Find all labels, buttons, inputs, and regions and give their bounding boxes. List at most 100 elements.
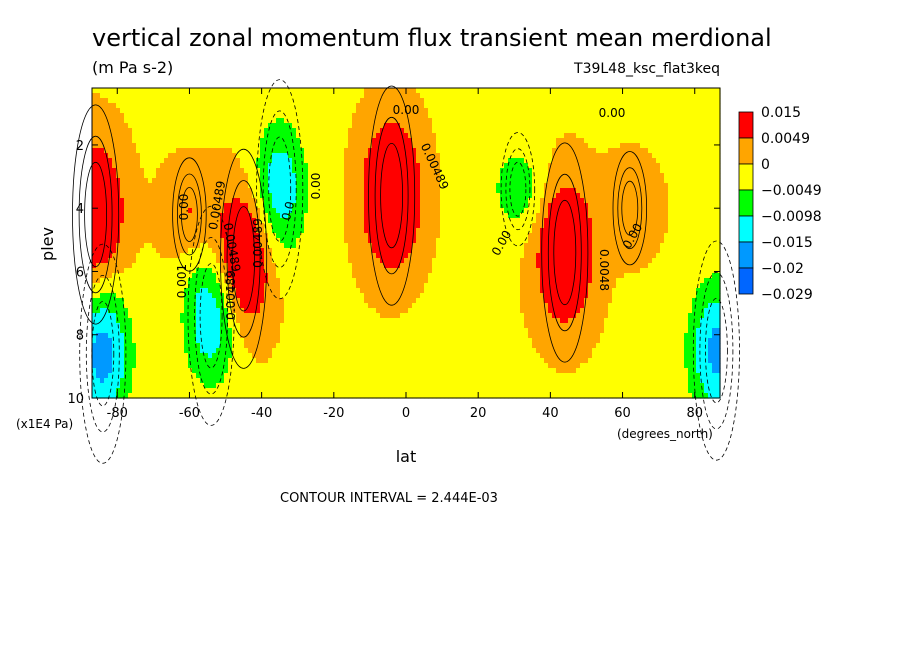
heatmap-cell xyxy=(248,193,253,199)
heatmap-cell xyxy=(396,143,401,149)
heatmap-cell xyxy=(240,288,245,294)
heatmap-cell xyxy=(328,313,333,319)
heatmap-cell xyxy=(268,198,273,204)
heatmap-cell xyxy=(392,328,397,334)
heatmap-cell xyxy=(360,383,365,389)
heatmap-cell xyxy=(376,338,381,344)
heatmap-cell xyxy=(352,183,357,189)
heatmap-cell xyxy=(192,238,197,244)
heatmap-cell xyxy=(204,313,209,319)
heatmap-cell xyxy=(288,208,293,214)
heatmap-cell xyxy=(140,283,145,289)
heatmap-cell xyxy=(352,143,357,149)
heatmap-cell xyxy=(96,208,101,214)
heatmap-cell xyxy=(324,238,329,244)
heatmap-cell xyxy=(404,388,409,394)
heatmap-cell xyxy=(140,298,145,304)
heatmap-cell xyxy=(352,103,357,109)
heatmap-cell xyxy=(264,163,269,169)
heatmap-cell xyxy=(268,248,273,254)
heatmap-cell xyxy=(160,378,165,384)
heatmap-cell xyxy=(188,378,193,384)
heatmap-cell xyxy=(124,183,129,189)
heatmap-cell xyxy=(232,348,237,354)
heatmap-cell xyxy=(196,203,201,209)
heatmap-cell xyxy=(128,248,133,254)
heatmap-cell xyxy=(200,113,205,119)
heatmap-cell xyxy=(224,288,229,294)
heatmap-cell xyxy=(196,143,201,149)
heatmap-cell xyxy=(132,338,137,344)
heatmap-cell xyxy=(376,108,381,114)
heatmap-cell xyxy=(392,273,397,279)
heatmap-cell xyxy=(200,233,205,239)
heatmap-cell xyxy=(304,183,309,189)
heatmap-cell xyxy=(124,208,129,214)
heatmap-cell xyxy=(376,233,381,239)
heatmap-cell xyxy=(168,298,173,304)
heatmap-cell xyxy=(336,178,341,184)
heatmap-cell xyxy=(384,128,389,134)
heatmap-cell xyxy=(308,188,313,194)
heatmap-cell xyxy=(168,173,173,179)
heatmap-cell xyxy=(320,213,325,219)
heatmap-cell xyxy=(188,333,193,339)
heatmap-cell xyxy=(268,188,273,194)
heatmap-cell xyxy=(260,168,265,174)
heatmap-cell xyxy=(132,343,137,349)
heatmap-cell xyxy=(336,298,341,304)
heatmap-cell xyxy=(324,108,329,114)
heatmap-cell xyxy=(328,143,333,149)
heatmap-cell xyxy=(160,283,165,289)
heatmap-cell xyxy=(408,288,413,294)
heatmap-cell xyxy=(164,333,169,339)
heatmap-cell xyxy=(116,263,121,269)
heatmap-cell xyxy=(376,328,381,334)
heatmap-cell xyxy=(244,363,249,369)
heatmap-cell xyxy=(396,293,401,299)
heatmap-cell xyxy=(128,188,133,194)
heatmap-cell xyxy=(400,128,405,134)
heatmap-cell xyxy=(320,128,325,134)
heatmap-cell xyxy=(188,363,193,369)
heatmap-cell xyxy=(352,223,357,229)
heatmap-cell xyxy=(232,253,237,259)
heatmap-cell xyxy=(336,253,341,259)
heatmap-cell xyxy=(356,328,361,334)
heatmap-cell xyxy=(300,148,305,154)
heatmap-cell xyxy=(260,118,265,124)
heatmap-cell xyxy=(160,158,165,164)
heatmap-cell xyxy=(244,138,249,144)
heatmap-cell xyxy=(260,378,265,384)
heatmap-cell xyxy=(360,118,365,124)
heatmap-cell xyxy=(192,198,197,204)
heatmap-cell xyxy=(388,208,393,214)
heatmap-cell xyxy=(276,388,281,394)
heatmap-cell xyxy=(368,228,373,234)
heatmap-cell xyxy=(236,338,241,344)
heatmap-cell xyxy=(140,203,145,209)
heatmap-cell xyxy=(104,133,109,139)
heatmap-cell xyxy=(204,198,209,204)
heatmap-cell xyxy=(180,123,185,129)
heatmap-cell xyxy=(400,373,405,379)
heatmap-cell xyxy=(372,358,377,364)
heatmap-cell xyxy=(336,393,341,399)
heatmap-cell xyxy=(220,348,225,354)
heatmap-cell xyxy=(124,373,129,379)
heatmap-cell xyxy=(192,218,197,224)
heatmap-cell xyxy=(96,193,101,199)
heatmap-cell xyxy=(388,98,393,104)
heatmap-cell xyxy=(136,198,141,204)
heatmap-cell xyxy=(360,88,365,94)
heatmap-cell xyxy=(156,258,161,264)
heatmap-cell xyxy=(364,103,369,109)
heatmap-cell xyxy=(108,318,113,324)
heatmap-cell xyxy=(216,193,221,199)
heatmap-cell xyxy=(160,113,165,119)
heatmap-cell xyxy=(312,393,317,399)
heatmap-cell xyxy=(392,218,397,224)
heatmap-cell xyxy=(184,168,189,174)
heatmap-cell xyxy=(144,303,149,309)
heatmap-cell xyxy=(140,288,145,294)
